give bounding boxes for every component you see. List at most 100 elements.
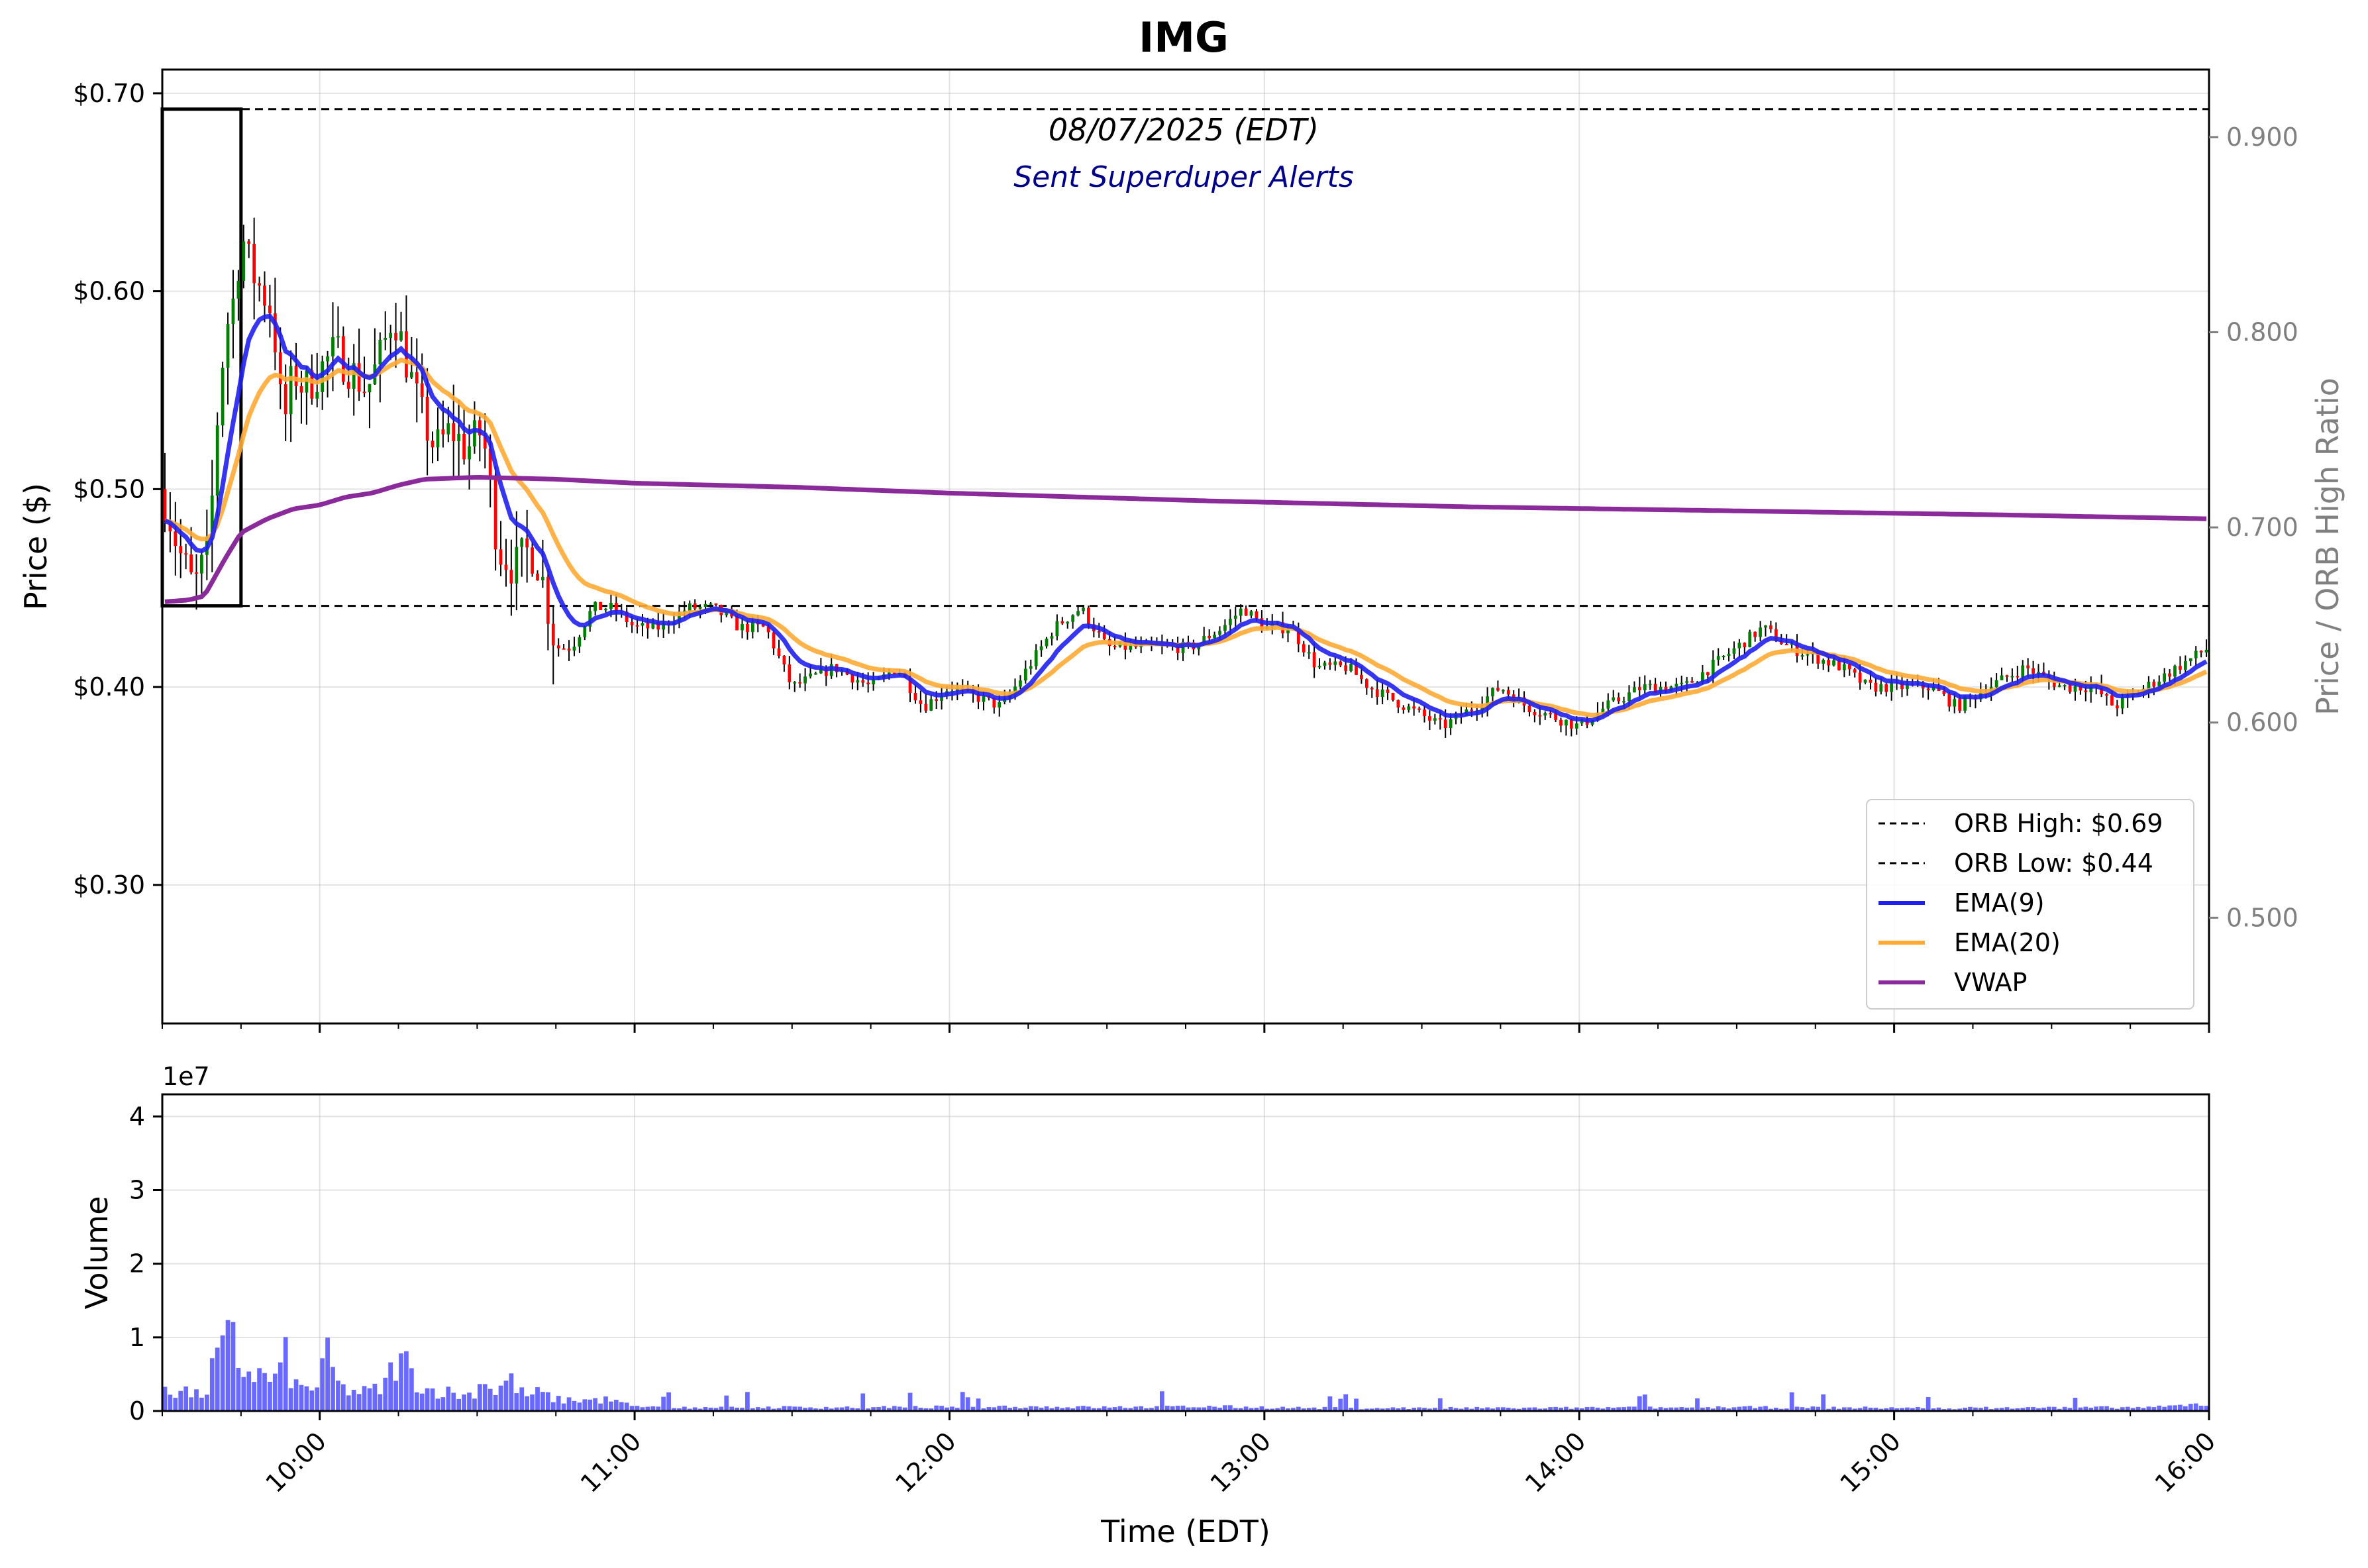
ratio-tick-label: 0.800 bbox=[2226, 318, 2298, 347]
candle-body bbox=[1653, 684, 1657, 693]
volume-bar bbox=[1374, 1408, 1380, 1411]
volume-bar bbox=[2157, 1405, 2162, 1411]
volume-bar bbox=[776, 1408, 782, 1411]
volume-bar bbox=[808, 1407, 813, 1411]
volume-bar bbox=[1511, 1408, 1516, 1411]
candle-body bbox=[541, 576, 544, 581]
volume-bar bbox=[1474, 1406, 1480, 1411]
volume-bar bbox=[362, 1386, 367, 1411]
chart-title: IMG bbox=[1139, 13, 1229, 62]
volume-bar bbox=[1207, 1406, 1212, 1411]
candle-body bbox=[1533, 712, 1537, 715]
volume-bar bbox=[572, 1400, 577, 1411]
volume-bar bbox=[1180, 1405, 1186, 1411]
candle-body bbox=[478, 420, 482, 436]
candle-body bbox=[1622, 701, 1625, 703]
volume-bar bbox=[1773, 1408, 1778, 1411]
candle-body bbox=[1822, 660, 1826, 664]
candle-body bbox=[210, 496, 214, 537]
candle-body bbox=[1317, 666, 1321, 668]
volume-bar bbox=[1747, 1406, 1753, 1411]
volume-bar bbox=[771, 1408, 776, 1411]
volume-bar bbox=[1516, 1408, 1521, 1411]
volume-bar bbox=[1275, 1408, 1280, 1411]
volume-bar bbox=[1679, 1407, 1684, 1411]
candle-body bbox=[651, 621, 655, 629]
candle-body bbox=[1842, 664, 1846, 670]
volume-bar bbox=[2183, 1406, 2188, 1411]
volume-bar bbox=[1669, 1407, 1674, 1411]
volume-bar bbox=[1254, 1407, 1259, 1411]
volume-bar bbox=[1632, 1406, 1637, 1411]
candle-body bbox=[998, 702, 1002, 707]
volume-bar bbox=[293, 1379, 299, 1411]
candle-body bbox=[955, 688, 959, 692]
candle-body bbox=[1496, 688, 1500, 691]
time-axis-ticks: 10:00 11:00 12:00 13:00 14:00 15:00 16:00 bbox=[162, 1411, 2221, 1498]
candle-body bbox=[1863, 680, 1867, 683]
candle-body bbox=[1554, 713, 1557, 720]
volume-bar bbox=[1690, 1407, 1694, 1411]
volume-bar bbox=[2031, 1406, 2035, 1411]
legend-label-orb-low: ORB Low: $0.44 bbox=[1954, 849, 2153, 878]
candle-body bbox=[1233, 615, 1237, 619]
volume-bar bbox=[462, 1394, 466, 1411]
volume-bar bbox=[315, 1387, 320, 1411]
volume-bar bbox=[1873, 1408, 1879, 1411]
volume-bar bbox=[2094, 1406, 2099, 1411]
volume-bar bbox=[1879, 1408, 1884, 1411]
candle-body bbox=[935, 699, 939, 701]
volume-bar bbox=[577, 1402, 582, 1411]
volume-bar bbox=[1705, 1407, 1710, 1411]
candle-body bbox=[2183, 661, 2187, 670]
candle-body bbox=[1443, 719, 1447, 729]
candle-body bbox=[1102, 632, 1106, 639]
volume-bar bbox=[1532, 1407, 1537, 1411]
candle-body bbox=[929, 699, 933, 711]
candle-body bbox=[1565, 719, 1568, 726]
volume-bar bbox=[697, 1408, 703, 1411]
volume-bar bbox=[2083, 1406, 2088, 1411]
volume-bar bbox=[2136, 1406, 2141, 1411]
volume-bar bbox=[970, 1406, 976, 1411]
candle-body bbox=[630, 622, 634, 625]
volume-bar bbox=[1800, 1407, 1805, 1411]
candle-body bbox=[1664, 686, 1668, 692]
candle-body bbox=[1050, 636, 1054, 639]
candle-body bbox=[168, 521, 172, 532]
volume-bar bbox=[1243, 1406, 1249, 1411]
volume-bar bbox=[1857, 1408, 1863, 1411]
volume-bar bbox=[1149, 1408, 1154, 1411]
candle-body bbox=[562, 648, 566, 650]
volume-bar bbox=[1983, 1406, 1988, 1411]
candle-body bbox=[368, 384, 372, 393]
candle-body bbox=[1543, 713, 1547, 716]
volume-bar bbox=[331, 1367, 335, 1411]
candle-body bbox=[231, 298, 235, 325]
volume-bar bbox=[1831, 1406, 1836, 1411]
volume-bar bbox=[986, 1407, 992, 1411]
volume-bar bbox=[871, 1407, 876, 1411]
candle-body bbox=[378, 339, 382, 365]
candle-body bbox=[1034, 650, 1038, 666]
volume-bar bbox=[719, 1406, 724, 1411]
volume-bar bbox=[1081, 1406, 1086, 1411]
volume-bar bbox=[750, 1408, 755, 1411]
candle-body bbox=[1827, 660, 1830, 666]
volume-bar bbox=[383, 1377, 388, 1411]
volume-bar bbox=[168, 1394, 173, 1411]
volume-bar bbox=[1144, 1408, 1149, 1411]
volume-bar bbox=[278, 1362, 283, 1411]
volume-scale-label: 1e7 bbox=[162, 1062, 210, 1091]
volume-bar bbox=[1778, 1408, 1784, 1411]
candle-body bbox=[1858, 672, 1862, 683]
candle-body bbox=[436, 429, 440, 448]
volume-bar bbox=[1018, 1408, 1023, 1411]
volume-bar bbox=[2104, 1406, 2109, 1411]
volume-bar bbox=[1595, 1407, 1600, 1411]
candle-body bbox=[908, 677, 912, 694]
chart-subtitle: 08/07/2025 (EDT) bbox=[1049, 112, 1319, 148]
candle-body bbox=[2068, 685, 2072, 692]
candle-body bbox=[2089, 686, 2093, 692]
candle-body bbox=[1926, 688, 1930, 691]
